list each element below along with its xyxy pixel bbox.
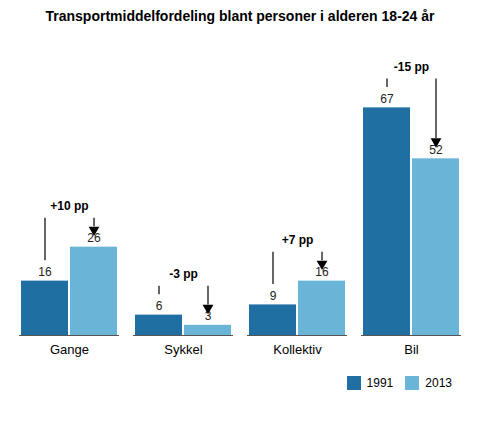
svg-text:Gange: Gange — [50, 341, 89, 356]
svg-text:26: 26 — [87, 230, 101, 245]
svg-text:+7 pp: +7 pp — [282, 233, 314, 247]
svg-text:-3 pp: -3 pp — [169, 267, 198, 281]
html-text:2013: 2013 — [425, 376, 452, 390]
svg-text:+10 pp: +10 pp — [50, 199, 88, 213]
svg-text:6: 6 — [156, 299, 163, 313]
svg-text:Kollektiv: Kollektiv — [273, 341, 322, 356]
svg-text:67: 67 — [380, 91, 394, 105]
svg-text:52: 52 — [429, 142, 443, 157]
svg-text:Bil: Bil — [404, 341, 419, 356]
html-text:1991: 1991 — [366, 376, 394, 390]
svg-text:Sykkel: Sykkel — [164, 341, 202, 356]
html-text:Transportmiddelfordeling blant: Transportmiddelfordeling blant personer … — [45, 8, 435, 24]
svg-text:16: 16 — [38, 265, 52, 279]
svg-text:9: 9 — [270, 288, 277, 302]
svg-text:-15 pp: -15 pp — [394, 59, 429, 73]
svg-text:16: 16 — [315, 264, 329, 279]
svg-text:3: 3 — [204, 308, 212, 323]
